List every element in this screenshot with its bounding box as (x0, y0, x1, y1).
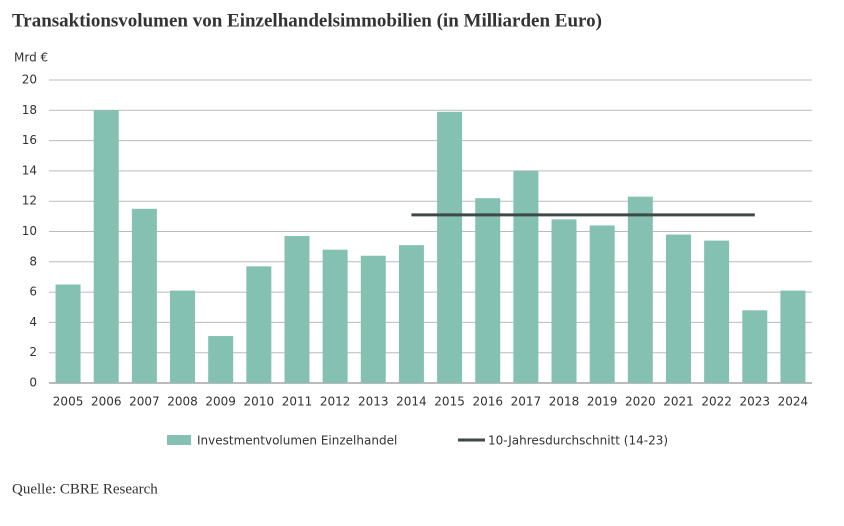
y-tick-label: 16 (22, 133, 37, 147)
y-tick-label: 8 (29, 254, 37, 268)
bar (131, 208, 157, 383)
bar (360, 255, 386, 383)
x-tick-label: 2019 (587, 395, 618, 409)
bar (55, 284, 81, 383)
x-tick-label: 2020 (625, 395, 656, 409)
x-tick-label: 2006 (91, 395, 122, 409)
x-tick-label: 2013 (358, 395, 389, 409)
x-tick-label: 2011 (282, 395, 313, 409)
bar (780, 290, 806, 383)
y-tick-label: 12 (22, 194, 37, 208)
legend-label: 10-Jahresdurchschnitt (14-23) (488, 434, 668, 448)
bar (322, 249, 348, 383)
bar (589, 225, 615, 383)
y-tick-label: 2 (29, 345, 37, 359)
bar (437, 111, 463, 383)
x-tick-label: 2014 (396, 395, 427, 409)
y-tick-label: 18 (22, 103, 37, 117)
bar (208, 336, 234, 383)
bar (170, 290, 196, 383)
y-axis-label: Mrd € (14, 51, 48, 65)
bar (627, 196, 653, 383)
bar (704, 240, 730, 383)
bar (93, 110, 119, 384)
bar (513, 170, 539, 383)
x-tick-label: 2008 (167, 395, 198, 409)
y-tick-label: 14 (22, 163, 37, 177)
y-tick-label: 20 (22, 73, 37, 87)
x-tick-label: 2010 (244, 395, 275, 409)
legend-swatch (167, 435, 191, 445)
x-tick-label: 2009 (205, 395, 236, 409)
y-tick-label: 10 (22, 224, 37, 238)
x-tick-label: 2015 (434, 395, 465, 409)
x-tick-label: 2024 (778, 395, 809, 409)
bar (742, 310, 768, 383)
bar (398, 245, 424, 383)
chart-title: Transaktionsvolumen von Einzelhandelsimm… (12, 10, 602, 31)
bar (665, 234, 691, 383)
x-tick-label: 2018 (549, 395, 580, 409)
x-tick-label: 2007 (129, 395, 160, 409)
bar (284, 236, 310, 383)
x-tick-label: 2016 (472, 395, 503, 409)
x-tick-label: 2005 (53, 395, 84, 409)
x-tick-label: 2012 (320, 395, 351, 409)
bar (475, 198, 501, 383)
y-tick-label: 0 (29, 376, 37, 390)
x-tick-label: 2017 (511, 395, 542, 409)
source: Quelle: CBRE Research (12, 481, 158, 497)
bar (551, 219, 577, 383)
y-tick-label: 6 (29, 285, 37, 299)
bar (246, 266, 272, 383)
x-tick-label: 2022 (701, 395, 732, 409)
legend-label: Investmentvolumen Einzelhandel (197, 434, 397, 448)
y-tick-label: 4 (29, 315, 37, 329)
x-tick-label: 2021 (663, 395, 694, 409)
x-tick-label: 2023 (740, 395, 771, 409)
